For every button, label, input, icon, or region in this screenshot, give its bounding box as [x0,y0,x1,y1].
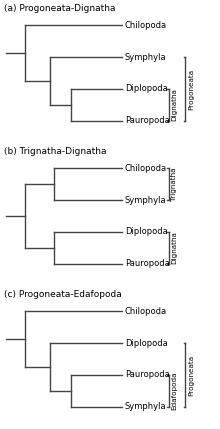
Text: Pauropoda: Pauropoda [125,259,169,268]
Text: Diplopoda: Diplopoda [125,339,167,347]
Text: Symphyla: Symphyla [125,402,166,411]
Text: Progoneata: Progoneata [188,354,194,396]
Text: Chilopoda: Chilopoda [125,307,167,316]
Text: Symphyla: Symphyla [125,196,166,205]
Text: (b) Trignatha-Dignatha: (b) Trignatha-Dignatha [4,147,107,156]
Text: Progoneata: Progoneata [188,68,194,109]
Text: (a) Progoneata-Dignatha: (a) Progoneata-Dignatha [4,4,116,13]
Text: Pauropoda: Pauropoda [125,371,169,380]
Text: Trignatha: Trignatha [171,168,177,201]
Text: Symphyla: Symphyla [125,53,166,62]
Text: Chilopoda: Chilopoda [125,164,167,173]
Text: Pauropoda: Pauropoda [125,116,169,125]
Text: Edafopoda: Edafopoda [171,372,177,410]
Text: Diplopoda: Diplopoda [125,85,167,94]
Text: Diplopoda: Diplopoda [125,227,167,236]
Text: Dignatha: Dignatha [171,231,177,264]
Text: (c) Progoneata-Edafopoda: (c) Progoneata-Edafopoda [4,290,122,299]
Text: Dignatha: Dignatha [171,88,177,121]
Text: Chilopoda: Chilopoda [125,21,167,30]
